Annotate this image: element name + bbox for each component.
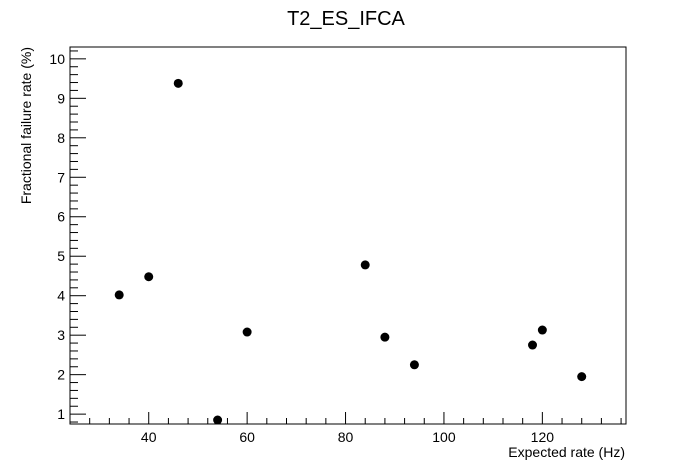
x-tick-label: 40: [141, 429, 157, 445]
y-axis-label: Fractional failure rate (%): [18, 47, 34, 204]
data-point: [173, 78, 183, 88]
y-tick-label: 3: [57, 327, 65, 343]
chart-title: T2_ES_IFCA: [287, 8, 405, 30]
data-point: [528, 340, 538, 350]
data-points: [114, 78, 587, 425]
y-tick-label: 10: [49, 51, 65, 67]
data-point: [144, 272, 154, 282]
plot-frame: [69, 46, 627, 425]
y-tick-label: 4: [57, 288, 65, 304]
y-tick-label: 1: [57, 406, 65, 422]
x-axis-label: Expected rate (Hz): [508, 444, 625, 460]
y-tick-label: 9: [57, 90, 65, 106]
data-point: [213, 415, 223, 425]
x-tick-label: 80: [338, 429, 354, 445]
data-point: [537, 325, 547, 335]
y-tick-label: 5: [57, 248, 65, 264]
data-point: [114, 290, 124, 300]
data-point: [242, 327, 252, 337]
y-tick-label: 2: [57, 367, 65, 383]
y-tick-label: 6: [57, 209, 65, 225]
y-axis: 1 2 3 4 5 6 7 8 9 10: [49, 50, 86, 423]
x-tick-label: 60: [239, 429, 255, 445]
x-axis: 40 60 80 100 120: [69, 412, 622, 445]
y-tick-label: 8: [57, 130, 65, 146]
x-tick-label: 120: [531, 429, 555, 445]
data-point: [577, 372, 587, 382]
data-point: [409, 360, 419, 370]
data-point: [380, 332, 390, 342]
x-tick-label: 100: [432, 429, 456, 445]
data-point: [360, 260, 370, 270]
y-tick-label: 7: [57, 169, 65, 185]
